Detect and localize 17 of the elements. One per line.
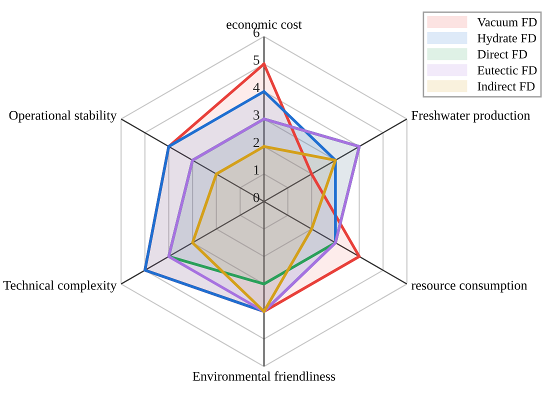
y-tick-label: 1 [254,165,259,175]
legend-label: Vacuum FD [477,18,537,26]
legend-label: Indirect FD [478,82,535,91]
legend-label: Hydrate FD [478,34,536,45]
spoke-label: resource consumption [411,280,528,292]
y-tick-label: 6 [253,28,260,38]
spoke-label: Freshwater production [412,110,530,123]
y-tick-label: 3 [254,110,260,120]
spoke-label: Environmental friendliness [192,371,336,381]
spoke-label: Operational stability [9,110,117,123]
legend-label: Direct FD [478,50,528,58]
spoke-label: economic cost [226,20,302,29]
y-tick-label: 4 [253,82,260,92]
y-tick-label: 2 [254,138,260,148]
legend-label: Eutectic FD [478,66,537,75]
spoke-label: Technical complexity [3,280,117,292]
y-tick-label: 5 [254,55,260,65]
